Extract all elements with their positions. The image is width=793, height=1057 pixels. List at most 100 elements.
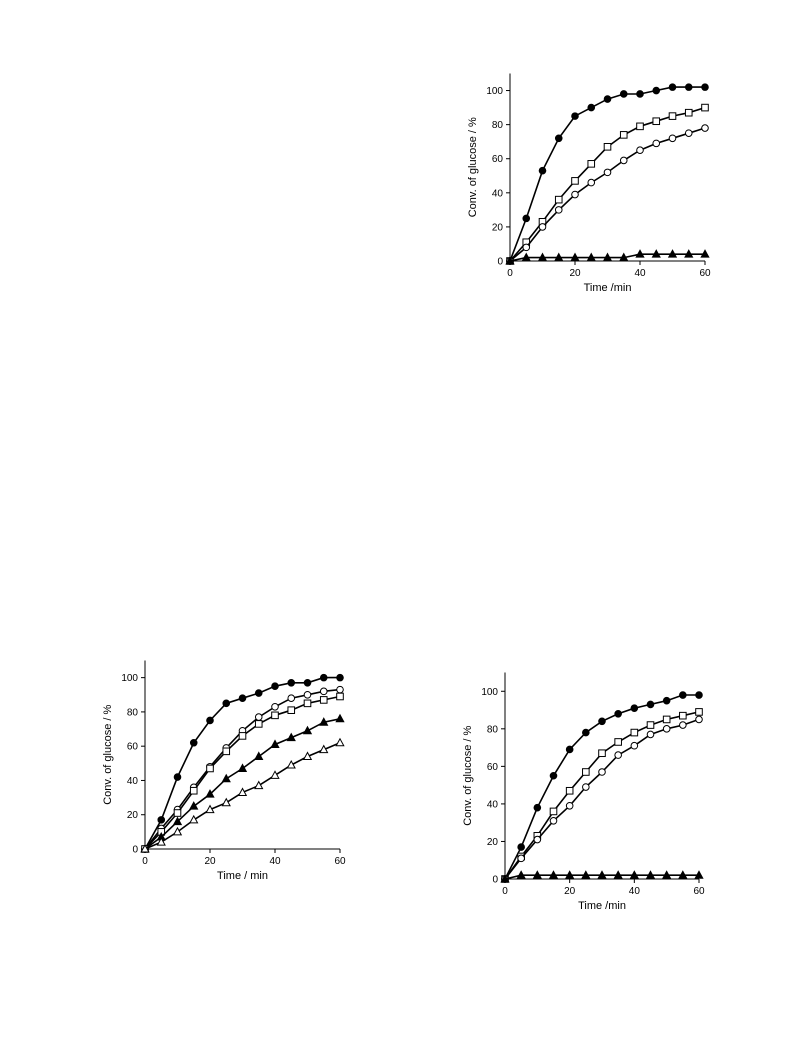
data-point-filled-triangle — [602, 252, 613, 262]
data-point-open-square — [587, 160, 596, 168]
x-tick-label: 40 — [634, 268, 646, 279]
data-point-filled-circle — [189, 738, 198, 747]
data-point-filled-circle — [646, 700, 655, 709]
data-point-open-circle — [533, 835, 542, 844]
y-tick-label: 0 — [132, 845, 138, 856]
y-tick-label: 60 — [127, 742, 139, 753]
y-tick-label: 0 — [497, 257, 503, 268]
data-point-open-square — [254, 720, 263, 728]
data-point-open-triangle — [205, 804, 215, 814]
data-point-open-circle — [522, 243, 531, 252]
data-point-filled-circle — [254, 689, 263, 697]
data-point-filled-circle — [684, 83, 693, 91]
data-point-filled-triangle — [700, 249, 710, 258]
data-point-open-circle — [565, 801, 574, 810]
data-point-filled-triangle — [619, 252, 629, 262]
data-point-filled-triangle — [548, 870, 559, 879]
data-point-filled-triangle — [237, 763, 248, 772]
data-point-open-square — [630, 728, 639, 737]
data-point-filled-circle — [598, 717, 606, 726]
chart-top-right: 0 20 40 60 0 20 40 60 80 100 Time /min Conv. of glu… — [467, 73, 711, 294]
y-tick-label: 100 — [121, 673, 138, 684]
data-point-open-square — [614, 738, 622, 746]
x-tick-label: 20 — [204, 856, 216, 867]
data-point-open-triangle — [286, 759, 296, 769]
data-point-filled-triangle — [335, 713, 345, 723]
data-point-filled-circle — [630, 704, 639, 712]
x-tick-label: 60 — [334, 856, 346, 867]
series-line-open-circle — [504, 718, 700, 880]
data-point-filled-triangle — [172, 816, 183, 826]
data-point-filled-circle — [319, 673, 328, 682]
y-tick-label: 20 — [487, 837, 499, 848]
y-tick-label: 80 — [127, 707, 139, 718]
data-point-open-triangle — [156, 837, 166, 846]
x-tick-label: 0 — [142, 856, 148, 867]
data-point-filled-triangle — [613, 870, 623, 879]
data-point-open-square — [565, 786, 574, 795]
y-tick-label: 20 — [127, 810, 139, 821]
data-point-open-circle — [319, 687, 328, 696]
x-tick-label: 0 — [507, 268, 513, 279]
data-point-open-square — [173, 809, 182, 817]
data-point-filled-circle — [157, 816, 166, 824]
data-point-open-circle — [571, 190, 579, 199]
data-point-filled-circle — [206, 716, 214, 725]
data-point-filled-triangle — [500, 873, 510, 883]
data-point-filled-triangle — [667, 249, 678, 258]
data-point-filled-triangle — [554, 252, 564, 262]
x-tick-label: 20 — [564, 886, 576, 897]
series-line-open-square — [144, 695, 341, 850]
data-point-open-square — [582, 768, 590, 776]
y-tick-label: 40 — [487, 799, 499, 810]
data-point-open-square — [238, 732, 247, 740]
data-point-open-square — [303, 699, 312, 708]
data-point-open-circle — [549, 817, 558, 825]
data-point-open-circle — [554, 206, 563, 214]
data-point-filled-triangle — [635, 249, 645, 258]
data-point-filled-triangle — [565, 870, 575, 879]
data-point-filled-triangle — [319, 717, 329, 726]
data-point-filled-circle — [517, 843, 525, 851]
x-tick-label: 0 — [502, 886, 508, 897]
data-point-filled-triangle — [505, 255, 515, 265]
data-point-filled-triangle — [302, 725, 313, 735]
data-point-open-square — [668, 112, 677, 120]
data-point-filled-circle — [303, 678, 312, 687]
data-point-filled-circle — [668, 83, 677, 91]
data-point-open-square — [619, 131, 628, 139]
data-point-filled-circle — [619, 90, 628, 98]
data-point-open-circle — [254, 713, 263, 721]
data-point-filled-triangle — [205, 789, 215, 798]
data-point-open-triangle — [302, 751, 313, 760]
data-point-filled-triangle — [537, 252, 548, 262]
data-point-open-triangle — [189, 814, 199, 824]
data-point-filled-circle — [336, 673, 344, 682]
data-point-filled-triangle — [254, 751, 264, 760]
data-point-filled-circle — [582, 728, 590, 737]
data-point-filled-circle — [549, 771, 558, 780]
data-point-filled-triangle — [597, 870, 607, 879]
x-tick-label: 20 — [569, 268, 581, 279]
x-tick-label: 40 — [629, 886, 641, 897]
series-line-open-square — [509, 106, 706, 262]
data-point-open-circle — [679, 721, 687, 729]
data-point-open-circle — [652, 139, 661, 148]
data-point-open-circle — [587, 178, 596, 187]
data-point-open-square — [222, 747, 231, 756]
x-tick-label: 60 — [699, 268, 711, 279]
x-axis-label: Time / min — [217, 870, 268, 882]
series-line-open-square — [504, 711, 700, 880]
data-point-open-circle — [336, 685, 344, 694]
data-point-filled-triangle — [516, 870, 526, 879]
data-point-filled-triangle — [581, 870, 591, 879]
data-point-open-square — [701, 103, 709, 112]
data-point-open-square — [549, 807, 558, 816]
data-point-open-square — [336, 692, 344, 701]
data-point-filled-circle — [554, 134, 563, 143]
y-axis-label: Conv. of glucose / % — [102, 705, 114, 805]
data-point-open-triangle — [319, 744, 329, 754]
data-point-open-square — [271, 711, 279, 720]
data-point-open-square — [646, 721, 655, 729]
data-point-open-circle — [636, 146, 644, 155]
